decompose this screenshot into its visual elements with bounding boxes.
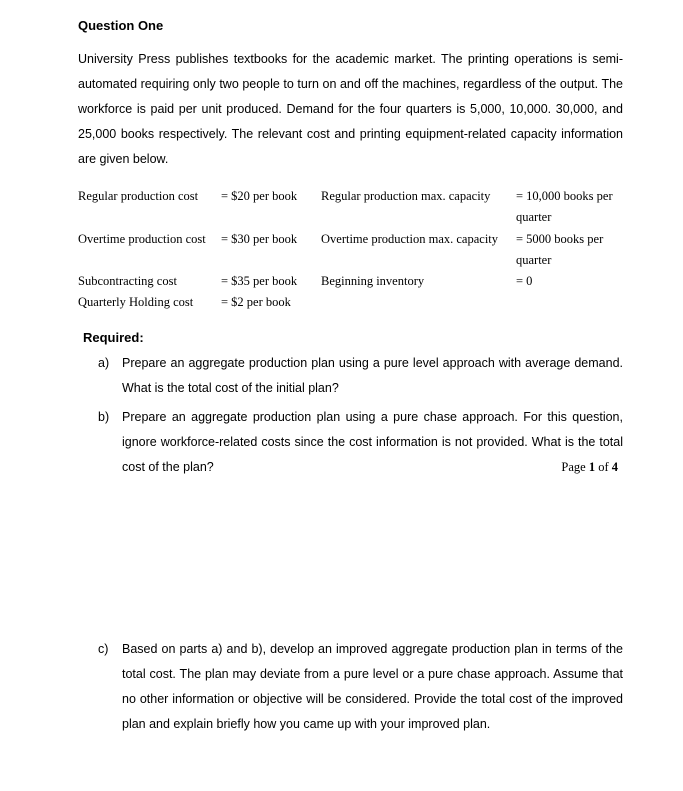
- requirements-list-c: c) Based on parts a) and b), develop an …: [78, 637, 623, 737]
- requirement-text: Prepare an aggregate production plan usi…: [122, 410, 623, 474]
- page-number: Page 1 of 4: [561, 460, 618, 475]
- requirement-marker: b): [98, 405, 109, 430]
- page-middle: of: [595, 460, 612, 474]
- cost-row: Subcontracting cost = $35 per book Begin…: [78, 271, 623, 292]
- cost-row: Quarterly Holding cost = $2 per book: [78, 292, 623, 313]
- cost-label: Subcontracting cost: [78, 271, 221, 292]
- cost-value: = $35 per book: [221, 271, 321, 292]
- cost-label: Overtime production max. capacity: [321, 229, 516, 272]
- cost-row: Overtime production cost = $30 per book …: [78, 229, 623, 272]
- cost-label: Regular production max. capacity: [321, 186, 516, 229]
- requirement-text: Prepare an aggregate production plan usi…: [122, 356, 623, 395]
- cost-label: [321, 292, 516, 313]
- cost-value: = 5000 books per quarter: [516, 229, 623, 272]
- requirement-text: Based on parts a) and b), develop an imp…: [122, 642, 623, 731]
- required-label: Required:: [83, 330, 623, 345]
- cost-table: Regular production cost = $20 per book R…: [78, 186, 623, 314]
- cost-label: Overtime production cost: [78, 229, 221, 272]
- requirement-marker: a): [98, 351, 109, 376]
- intro-paragraph: University Press publishes textbooks for…: [78, 47, 623, 172]
- part-c-container: c) Based on parts a) and b), develop an …: [78, 637, 623, 741]
- cost-value: = $30 per book: [221, 229, 321, 272]
- page-prefix: Page: [561, 460, 588, 474]
- cost-value: [516, 292, 623, 313]
- question-title: Question One: [78, 18, 623, 33]
- cost-label: Regular production cost: [78, 186, 221, 229]
- cost-value: = $2 per book: [221, 292, 321, 313]
- cost-value: = 10,000 books per quarter: [516, 186, 623, 229]
- cost-value: = 0: [516, 271, 623, 292]
- requirement-item-a: a) Prepare an aggregate production plan …: [78, 351, 623, 401]
- requirement-item-b: b) Prepare an aggregate production plan …: [78, 405, 623, 480]
- cost-row: Regular production cost = $20 per book R…: [78, 186, 623, 229]
- cost-value: = $20 per book: [221, 186, 321, 229]
- requirement-item-c: c) Based on parts a) and b), develop an …: [78, 637, 623, 737]
- requirements-list: a) Prepare an aggregate production plan …: [78, 351, 623, 480]
- requirement-marker: c): [98, 637, 108, 662]
- cost-label: Beginning inventory: [321, 271, 516, 292]
- page-total: 4: [612, 460, 618, 474]
- cost-label: Quarterly Holding cost: [78, 292, 221, 313]
